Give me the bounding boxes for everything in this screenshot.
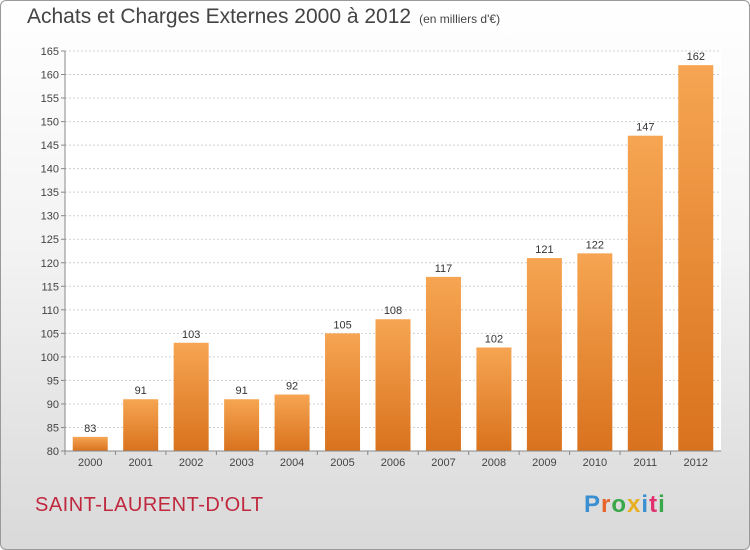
x-tick-label-2012: 2012 (684, 457, 708, 469)
y-tick-label: 130 (41, 211, 59, 223)
logo-letter: x (627, 491, 642, 518)
bar-2001 (123, 399, 159, 451)
data-label-2010: 122 (586, 239, 604, 251)
data-label-2003: 91 (235, 385, 247, 397)
data-label-2007: 117 (435, 263, 453, 275)
x-tick-label-2007: 2007 (431, 457, 455, 469)
y-tick-label: 165 (41, 46, 59, 58)
y-tick-label: 140 (41, 164, 59, 176)
x-tick-label-2009: 2009 (532, 457, 556, 469)
bar-2000 (72, 436, 108, 451)
data-label-2012: 162 (687, 51, 705, 63)
data-label-2002: 103 (182, 329, 200, 341)
data-label-2008: 102 (485, 333, 503, 345)
y-tick-label: 115 (41, 281, 59, 293)
bar-2012 (678, 65, 714, 451)
chart-title-text: Achats et Charges Externes 2000 à 2012 (27, 5, 412, 28)
y-tick-label: 85 (47, 422, 59, 434)
logo-letter: i (641, 491, 650, 518)
y-tick-label: 105 (41, 328, 59, 340)
y-tick-label: 135 (41, 187, 59, 199)
x-tick-label-2006: 2006 (381, 457, 405, 469)
bar-2011 (627, 135, 663, 452)
x-tick-label-2000: 2000 (78, 457, 102, 469)
y-tick-label: 145 (41, 140, 59, 152)
y-tick-label: 90 (47, 399, 59, 411)
data-label-2004: 92 (286, 381, 298, 393)
logo-letter: o (611, 491, 628, 518)
bar-2010 (577, 253, 613, 451)
bar-2006 (375, 319, 411, 451)
y-tick-label: 110 (41, 305, 59, 317)
x-tick-label-2011: 2011 (633, 457, 657, 469)
bar-2003 (224, 399, 260, 451)
y-tick-label: 120 (41, 258, 59, 270)
data-label-2001: 91 (135, 385, 147, 397)
bar-2002 (173, 342, 209, 451)
data-labels: 83 91 103 91 92 105 108 117 102 121 122 147 162 (84, 51, 705, 435)
y-tick-label: 80 (47, 446, 59, 458)
bar-2008 (476, 347, 512, 451)
y-tick-label: 95 (47, 375, 59, 387)
bar-2004 (274, 394, 310, 451)
y-tick-label: 100 (41, 352, 59, 364)
x-tick-label-2001: 2001 (128, 457, 152, 469)
data-label-2011: 147 (636, 122, 654, 134)
commune-name: SAINT-LAURENT-D'OLT (35, 494, 264, 516)
logo-letter: i (658, 491, 666, 518)
y-tick-label: 155 (41, 93, 59, 105)
chart-unit: (en milliers d'€) (419, 12, 501, 26)
bar-2009 (526, 258, 562, 451)
x-tick-label-2008: 2008 (482, 457, 506, 469)
logo-letter: t (649, 491, 659, 518)
x-tick-label-2005: 2005 (330, 457, 354, 469)
y-tick-label: 160 (41, 70, 59, 82)
axes: 80 85 90 95 100 105 110 115 120 125 130 135 140 145 15… (41, 46, 721, 469)
x-tick-label-2010: 2010 (583, 457, 607, 469)
data-label-2009: 121 (535, 244, 553, 256)
y-tick-label: 150 (41, 117, 59, 129)
x-tick-label-2004: 2004 (280, 457, 304, 469)
bars (72, 65, 714, 452)
y-tick-label: 125 (41, 234, 59, 246)
logo-letter: P (584, 491, 602, 518)
data-label-2000: 83 (84, 423, 96, 435)
data-label-2006: 108 (384, 305, 402, 317)
bar-2005 (325, 333, 361, 451)
bar-2007 (425, 276, 461, 451)
chart-title: Achats et Charges Externes 2000 à 2012 (e… (27, 5, 500, 29)
proxiti-logo: Proxiti (584, 491, 666, 519)
x-tick-label-2003: 2003 (229, 457, 253, 469)
data-label-2005: 105 (333, 319, 351, 331)
logo-letter: r (601, 491, 612, 518)
x-tick-label-2002: 2002 (179, 457, 203, 469)
